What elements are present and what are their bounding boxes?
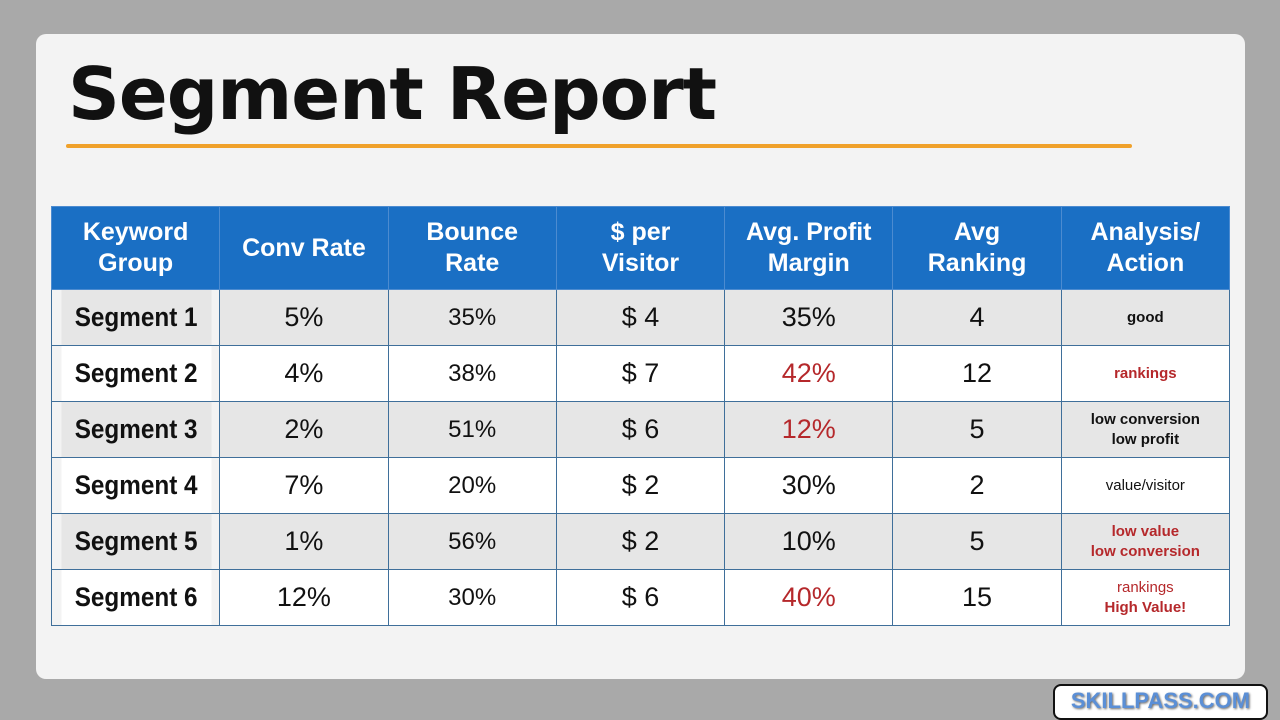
table-row: Segment 2 4% 38% $ 7 42% 12 rankings	[52, 345, 1231, 402]
analysis-line: low conversion	[1090, 542, 1200, 560]
analysis-line: rankings	[1114, 364, 1177, 382]
analysis-action: rankings High Value!	[1060, 569, 1231, 626]
analysis-line: rankings	[1116, 578, 1174, 596]
page-title: Segment Report	[68, 52, 717, 136]
conv-rate: 7%	[219, 457, 389, 514]
per-visitor: $ 7	[555, 345, 726, 402]
title-underline	[66, 144, 1132, 148]
analysis-action: low value low conversion	[1060, 513, 1231, 570]
table-row: Segment 1 5% 35% $ 4 35% 4 good	[52, 289, 1231, 346]
column-header: Keyword Group	[50, 206, 221, 290]
profit-margin: 35%	[724, 289, 894, 346]
segment-name: Segment 5	[59, 513, 212, 570]
analysis-line: low value	[1111, 522, 1180, 540]
per-visitor: $ 4	[555, 289, 726, 346]
bounce-rate: 38%	[387, 345, 557, 402]
bounce-rate: 56%	[387, 513, 557, 570]
header-row: Keyword Group Conv Rate Bounce Rate $ per Visi…	[50, 206, 1231, 290]
segment-name: Segment 1	[59, 289, 212, 346]
column-header: Avg. Profit Margin	[724, 206, 894, 290]
column-header: Analysis/Action	[1060, 206, 1231, 290]
bounce-rate: 51%	[387, 401, 557, 458]
column-header: Conv Rate	[219, 206, 389, 290]
conv-rate: 5%	[219, 289, 389, 346]
segment-name: Segment 3	[59, 401, 212, 458]
per-visitor: $ 6	[555, 401, 726, 458]
profit-margin: 10%	[724, 513, 894, 570]
per-visitor: $ 6	[555, 569, 726, 626]
avg-ranking: 2	[892, 457, 1062, 514]
conv-rate: 2%	[219, 401, 389, 458]
profit-margin: 30%	[724, 457, 894, 514]
segment-table: Keyword Group Conv Rate Bounce Rate $ per Visi…	[50, 206, 1231, 626]
avg-ranking: 5	[892, 513, 1062, 570]
bounce-rate: 20%	[387, 457, 557, 514]
table-row: Segment 6 12% 30% $ 6 40% 15 rankings High Valu…	[52, 569, 1231, 626]
bounce-rate: 35%	[387, 289, 557, 346]
analysis-action: value/visitor	[1060, 457, 1231, 514]
analysis-action: rankings	[1060, 345, 1231, 402]
avg-ranking: 5	[892, 401, 1062, 458]
analysis-action: good	[1060, 289, 1231, 346]
analysis-action: low conversion low profit	[1060, 401, 1231, 458]
conv-rate: 1%	[219, 513, 389, 570]
table-row: Segment 4 7% 20% $ 2 30% 2 value/visitor	[52, 457, 1231, 514]
avg-ranking: 12	[892, 345, 1062, 402]
segment-name: Segment 2	[59, 345, 212, 402]
profit-margin: 40%	[724, 569, 894, 626]
analysis-line: High Value!	[1104, 598, 1187, 616]
avg-ranking: 4	[892, 289, 1062, 346]
conv-rate: 12%	[219, 569, 389, 626]
avg-ranking: 15	[892, 569, 1062, 626]
column-header: $ per Visitor	[555, 206, 726, 290]
column-header: Avg Ranking	[892, 206, 1062, 290]
per-visitor: $ 2	[555, 513, 726, 570]
analysis-line: low profit	[1111, 430, 1180, 448]
column-header: Bounce Rate	[387, 206, 557, 290]
profit-margin: 12%	[724, 401, 894, 458]
segment-name: Segment 6	[59, 569, 212, 626]
segment-name: Segment 4	[59, 457, 212, 514]
profit-margin: 42%	[724, 345, 894, 402]
bounce-rate: 30%	[387, 569, 557, 626]
per-visitor: $ 2	[555, 457, 726, 514]
analysis-line: low conversion	[1090, 410, 1200, 428]
table-row: Segment 5 1% 56% $ 2 10% 5 low value low conver…	[52, 513, 1231, 570]
analysis-line: good	[1127, 308, 1164, 326]
table-row: Segment 3 2% 51% $ 6 12% 5 low conversion low p…	[52, 401, 1231, 458]
conv-rate: 4%	[219, 345, 389, 402]
skillpass-logo: SKILLPASS.COM	[1053, 684, 1268, 720]
analysis-line: value/visitor	[1105, 476, 1185, 494]
